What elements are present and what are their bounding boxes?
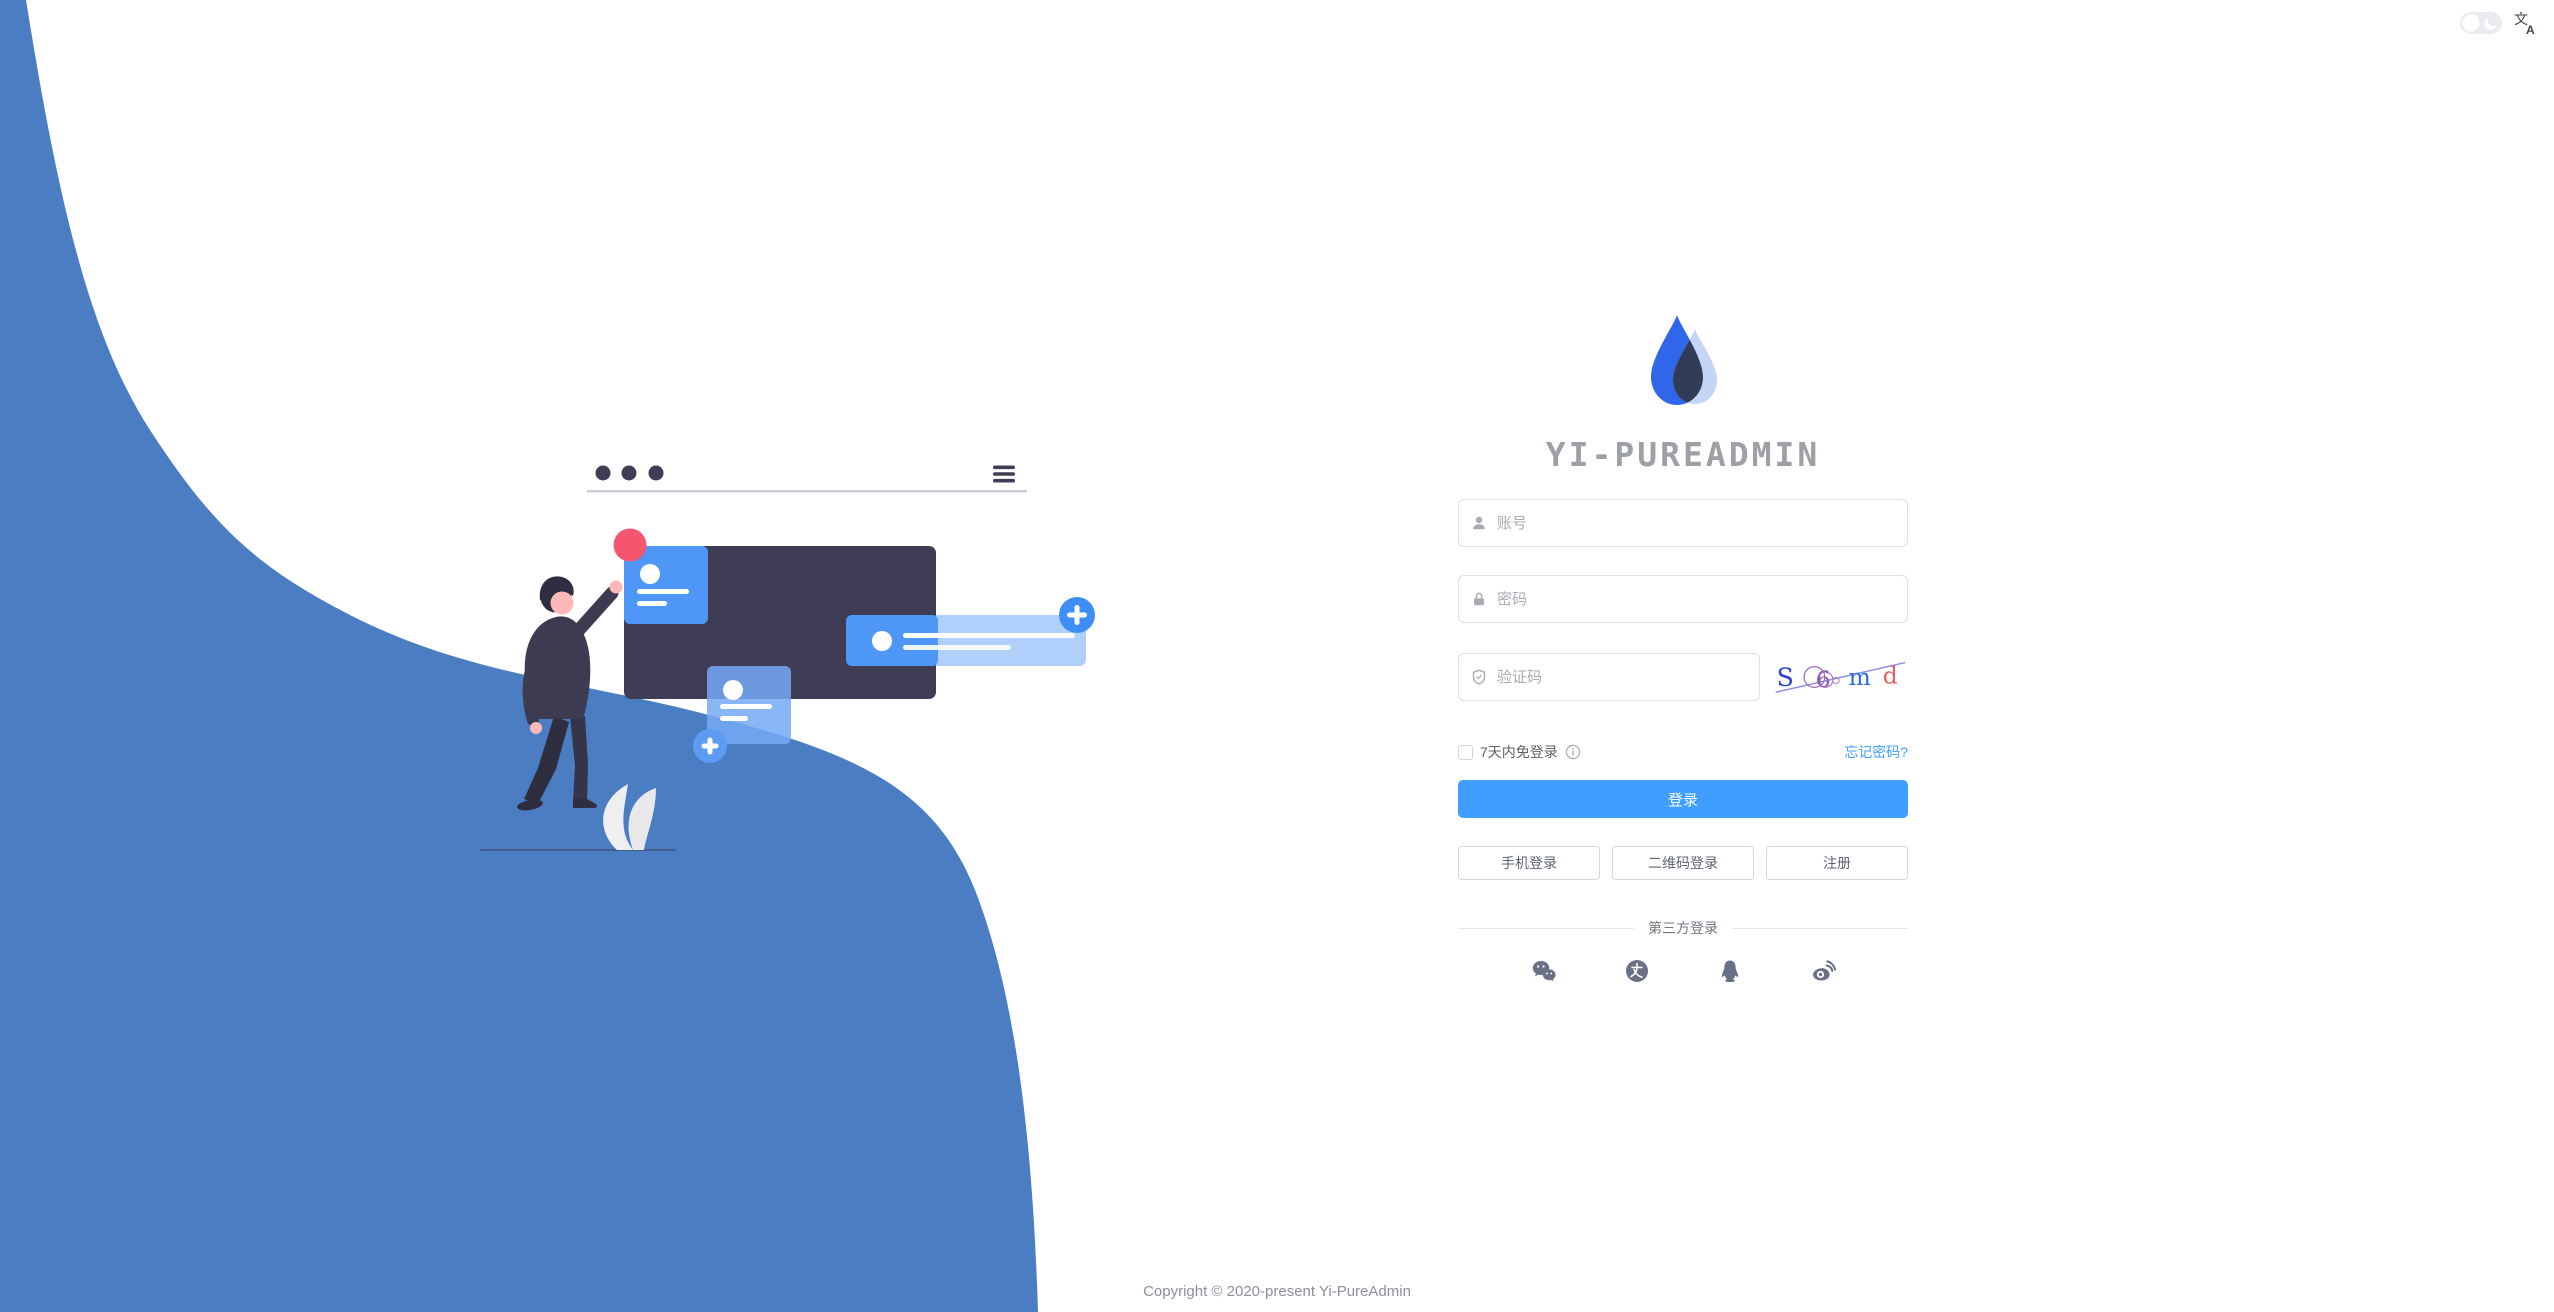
remember-checkbox[interactable] (1458, 744, 1473, 760)
translate-cjk-glyph: 文 (2514, 11, 2528, 27)
topbar-controls: 文 A (2460, 11, 2538, 35)
remember-label: 7天内免登录 (1480, 744, 1558, 760)
lower-profile-card (693, 666, 791, 763)
register-button[interactable]: 注册 (1766, 846, 1908, 880)
captcha-char: S (1777, 663, 1794, 692)
lock-icon (1474, 592, 1484, 606)
login-button[interactable]: 登录 (1458, 780, 1908, 818)
shield-icon (1472, 669, 1486, 685)
username-field-wrap (1458, 499, 1908, 547)
phone-login-button[interactable]: 手机登录 (1458, 846, 1600, 880)
password-field-wrap (1458, 575, 1908, 623)
alipay-icon[interactable] (1624, 958, 1650, 984)
alt-login-row: 手机登录 二维码登录 注册 (1458, 846, 1908, 880)
username-input[interactable] (1458, 499, 1908, 547)
translate-latin-glyph: A (2526, 23, 2535, 35)
list-row-card (846, 597, 1095, 666)
captcha-input[interactable] (1458, 653, 1760, 701)
captcha-field-wrap (1458, 653, 1760, 701)
login-illustration (480, 465, 1095, 851)
captcha-char: m (1849, 663, 1871, 691)
forgot-password-link[interactable]: 忘记密码? (1844, 744, 1908, 760)
moon-icon (2484, 15, 2499, 30)
ground-line (480, 849, 676, 851)
captcha-char: 6 (1816, 667, 1830, 693)
hamburger-icon (993, 465, 1015, 483)
remember-group: 7天内免登录 (1458, 742, 1581, 762)
browser-window-bar (587, 465, 1027, 493)
user-icon (1473, 516, 1485, 530)
remember-row: 7天内免登录 忘记密码? (1458, 741, 1908, 763)
password-input[interactable] (1458, 575, 1908, 623)
profile-card (624, 546, 708, 624)
qrcode-login-button[interactable]: 二维码登录 (1612, 846, 1754, 880)
copyright-footer: Copyright © 2020-present Yi-PureAdmin (1143, 1283, 1411, 1300)
leaf-plant (603, 784, 656, 850)
person-figure (517, 576, 623, 811)
captcha-row: S 6 m d (1458, 653, 1908, 701)
brand-title: YI-PUREADMIN (1545, 435, 1821, 474)
translate-icon[interactable]: 文 A (2514, 11, 2538, 35)
third-party-divider: 第三方登录 (1458, 918, 1908, 938)
divider-line (1732, 927, 1908, 929)
wechat-icon[interactable] (1531, 958, 1557, 984)
captcha-char: d (1883, 661, 1898, 689)
divider-line (1458, 927, 1634, 929)
login-panel: YI-PUREADMIN S 6 m (1458, 313, 1908, 984)
pink-dot (613, 528, 647, 562)
captcha-image[interactable]: S 6 m d (1773, 654, 1908, 700)
dark-mode-toggle[interactable] (2460, 12, 2502, 34)
social-login-row (1458, 958, 1908, 984)
weibo-icon[interactable] (1810, 958, 1836, 984)
divider-label: 第三方登录 (1648, 920, 1718, 936)
info-icon (1565, 744, 1580, 760)
brand-logo-drop (1651, 315, 1717, 405)
qq-icon[interactable] (1717, 958, 1743, 984)
